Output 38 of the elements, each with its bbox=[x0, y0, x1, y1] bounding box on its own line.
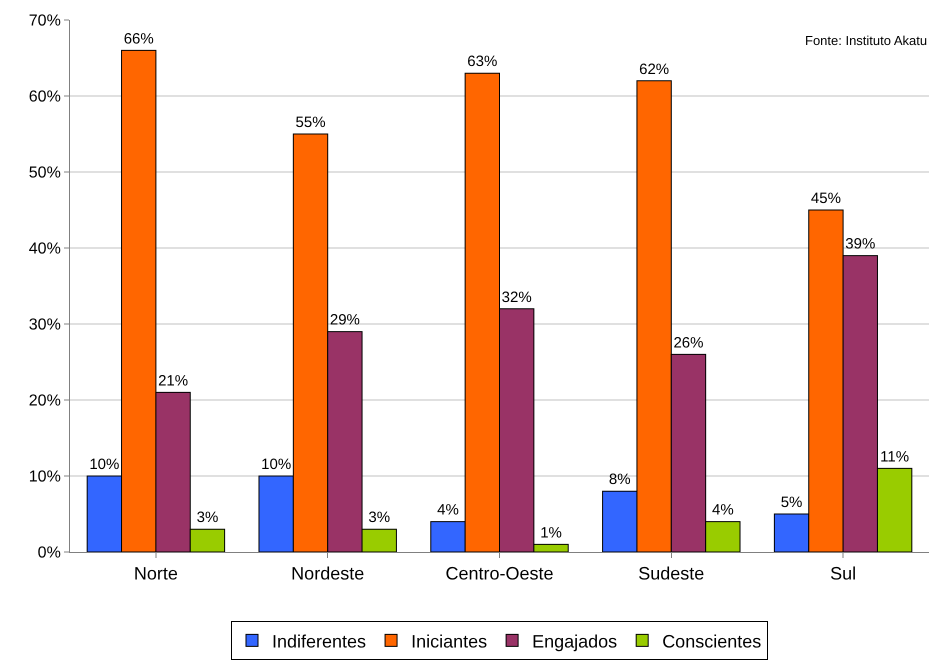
data-label: 5% bbox=[780, 494, 802, 511]
x-tick-label: Sul bbox=[830, 564, 856, 584]
data-label: 3% bbox=[196, 509, 218, 526]
legend-label: Engajados bbox=[532, 631, 618, 652]
y-tick-label: 10% bbox=[28, 468, 61, 486]
legend-label: Iniciantes bbox=[411, 631, 488, 652]
y-tick-label: 40% bbox=[28, 240, 61, 258]
y-tick-label: 0% bbox=[38, 544, 61, 562]
x-tick-label: Sudeste bbox=[638, 564, 704, 584]
legend-label: Conscientes bbox=[662, 631, 762, 652]
y-tick-label: 60% bbox=[28, 88, 61, 106]
data-label: 10% bbox=[89, 456, 120, 473]
legend-label: Indiferentes bbox=[272, 631, 366, 652]
y-tick-label: 30% bbox=[28, 316, 61, 334]
data-label: 32% bbox=[502, 288, 532, 306]
x-tick-label: Norte bbox=[134, 564, 178, 584]
data-label: 8% bbox=[608, 471, 631, 488]
data-label: 26% bbox=[673, 334, 704, 352]
data-label: 39% bbox=[845, 236, 876, 253]
y-tick-label: 50% bbox=[28, 164, 61, 182]
data-label: 1% bbox=[540, 524, 562, 542]
data-label: 4% bbox=[437, 502, 459, 519]
y-tick-label: 20% bbox=[28, 392, 61, 410]
data-label: 29% bbox=[330, 312, 360, 329]
data-label: 63% bbox=[467, 53, 498, 70]
annotation: Fonte: Instituto Akatu bbox=[805, 33, 928, 48]
data-label: 66% bbox=[124, 30, 154, 48]
data-label: 4% bbox=[712, 502, 734, 519]
data-label: 11% bbox=[880, 448, 910, 466]
x-tick-label: Nordeste bbox=[291, 564, 364, 584]
data-label: 10% bbox=[261, 456, 292, 473]
x-tick-label: Centro-Oeste bbox=[445, 564, 554, 584]
data-label: 3% bbox=[368, 509, 390, 526]
y-tick-label: 70% bbox=[28, 12, 61, 30]
data-label: 45% bbox=[810, 190, 841, 207]
data-label: 21% bbox=[158, 372, 188, 390]
data-label: 62% bbox=[639, 60, 670, 78]
data-label: 55% bbox=[296, 114, 326, 131]
